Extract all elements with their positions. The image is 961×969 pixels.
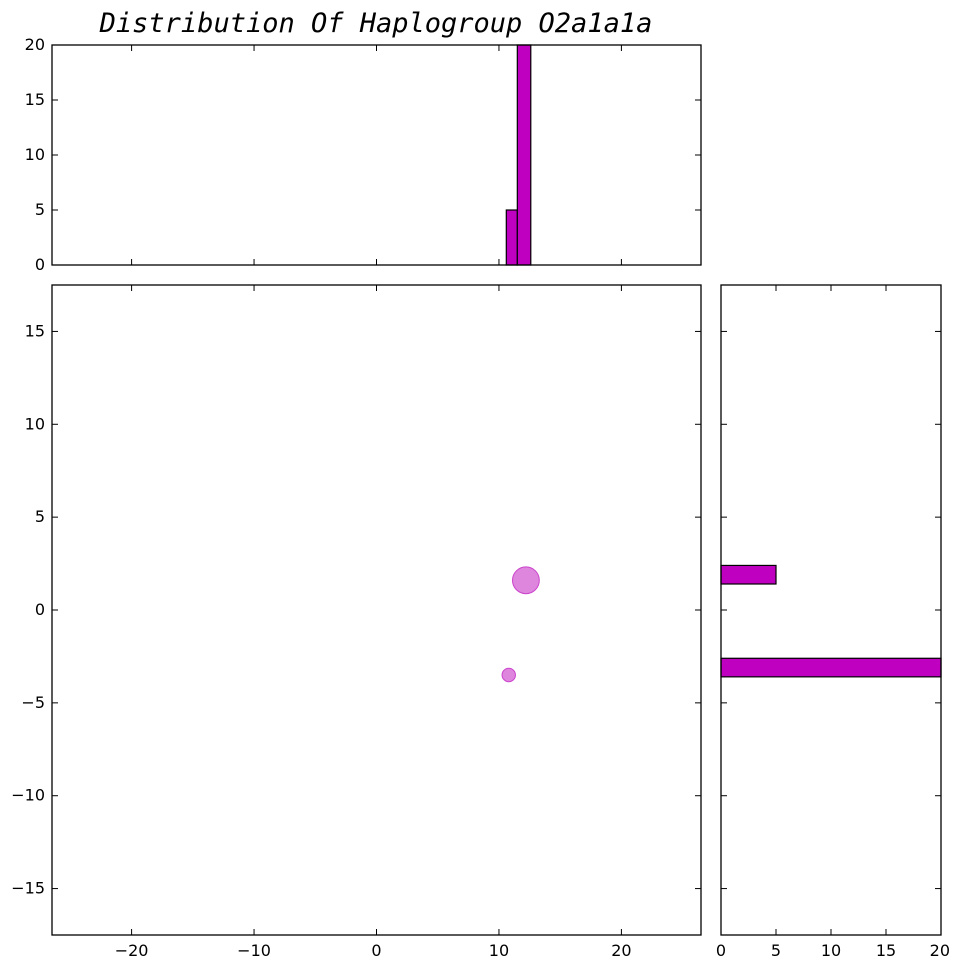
y-hist-bar-1 bbox=[720, 657, 942, 678]
right-hist-xtick-label-4: 20 bbox=[930, 941, 950, 960]
scatter-ytick-label-6: 15 bbox=[25, 321, 45, 340]
top-hist-ytick-label-4: 20 bbox=[25, 35, 45, 54]
scatter-ytick-label-4: 5 bbox=[35, 507, 45, 526]
right-histogram-panel: 0 5 10 15 20 bbox=[716, 284, 950, 960]
right-hist-xtick-label-1: 5 bbox=[771, 941, 781, 960]
scatter-frame bbox=[51, 284, 702, 936]
top-hist-ytick-label-1: 5 bbox=[35, 200, 45, 219]
scatter-ytick-label-1: −10 bbox=[11, 786, 45, 805]
scatter-xtick-label-0: −20 bbox=[115, 941, 149, 960]
x-hist-bar-0 bbox=[505, 209, 518, 266]
right-hist-xtick-label-0: 0 bbox=[716, 941, 726, 960]
scatter-xtick-label-2: 0 bbox=[371, 941, 381, 960]
scatter-ytick-label-5: 10 bbox=[25, 414, 45, 433]
top-hist-ytick-label-0: 0 bbox=[35, 255, 45, 274]
chart-title: Distribution Of Haplogroup O2a1a1a bbox=[99, 8, 653, 39]
scatter-ytick-label-3: 0 bbox=[35, 600, 45, 619]
right-hist-xtick-label-3: 15 bbox=[876, 941, 896, 960]
scatter-point-1 bbox=[501, 667, 516, 683]
scatter-xtick-label-4: 20 bbox=[611, 941, 631, 960]
scatter-panel: −20 −10 0 10 20 −15 −10 −5 0 5 10 15 bbox=[11, 284, 702, 960]
scatter-ytick-label-2: −5 bbox=[21, 693, 45, 712]
scatter-point-0 bbox=[511, 566, 540, 595]
scatter-ytick-label-0: −15 bbox=[11, 879, 45, 898]
x-hist-bar-1 bbox=[516, 44, 532, 266]
top-histogram-panel: 0 5 10 15 20 bbox=[25, 35, 702, 274]
top-hist-frame bbox=[51, 44, 702, 266]
scatter-xtick-label-3: 10 bbox=[489, 941, 509, 960]
right-hist-xtick-label-2: 10 bbox=[821, 941, 841, 960]
scatter-xtick-label-1: −10 bbox=[237, 941, 271, 960]
top-hist-ytick-label-2: 10 bbox=[25, 145, 45, 164]
right-hist-frame bbox=[720, 284, 942, 936]
top-hist-ytick-label-3: 15 bbox=[25, 90, 45, 109]
y-hist-bar-0 bbox=[720, 564, 777, 585]
